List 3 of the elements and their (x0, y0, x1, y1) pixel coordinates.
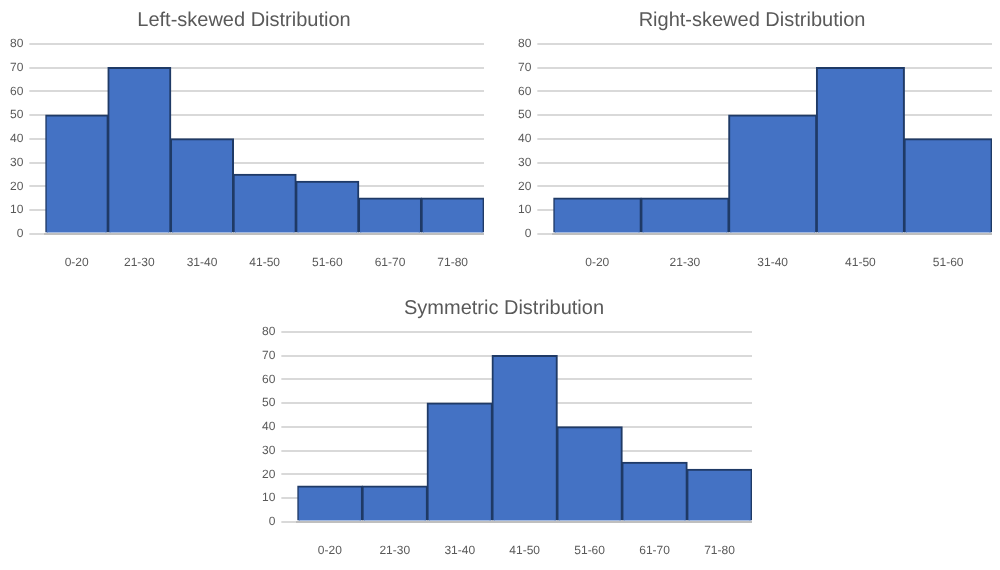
chart-title: Right-skewed Distribution (638, 9, 866, 32)
chart-title: Left-skewed Distribution (137, 9, 351, 32)
chart-title: Symmetric Distribution (403, 297, 605, 320)
